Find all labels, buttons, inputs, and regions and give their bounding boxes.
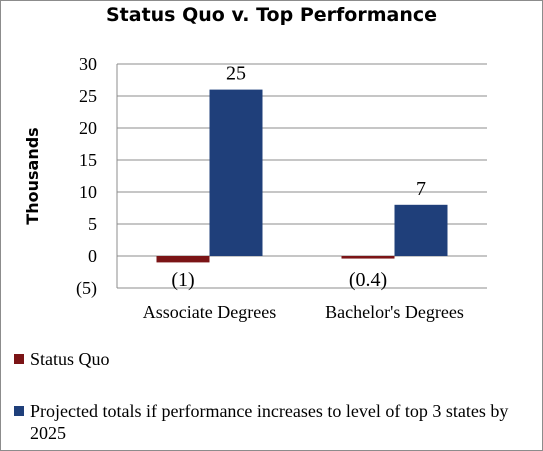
- data-label: (0.4): [349, 269, 387, 291]
- bar-projected-1: [209, 89, 263, 256]
- y-tick-label: 25: [79, 86, 97, 106]
- y-tick-label: 5: [88, 214, 97, 234]
- legend-label-status-quo: Status Quo: [30, 349, 110, 369]
- y-tick-label: 20: [79, 118, 97, 138]
- label-layer: (1) 25 (0.4) 7: [171, 63, 426, 291]
- y-tick-label: (5): [76, 278, 97, 299]
- bar-status-quo-2: [341, 256, 395, 259]
- data-label: (1): [171, 269, 194, 291]
- data-label: 7: [416, 178, 426, 200]
- x-category-label: Associate Degrees: [143, 302, 276, 322]
- legend-label-projected: Projected totals if performance increase…: [30, 401, 509, 443]
- legend-item-projected: Projected totals if performance increase…: [14, 400, 529, 444]
- axis-layer: 30 25 20 15 10 5 0 (5) Thousands Associate Degree…: [23, 54, 487, 322]
- y-axis-title: Thousands: [23, 127, 42, 224]
- y-tick-label: 0: [88, 246, 97, 266]
- y-tick-label: 15: [79, 150, 97, 170]
- y-tick-label: 30: [79, 54, 97, 74]
- x-category-label: Bachelor's Degrees: [325, 302, 464, 322]
- data-label: 25: [226, 63, 246, 85]
- legend-item-status-quo: Status Quo: [14, 348, 524, 370]
- bar-projected-2: [394, 204, 448, 256]
- legend-swatch-status-quo: [14, 354, 24, 364]
- legend-swatch-projected: [14, 406, 24, 416]
- y-tick-label: 10: [79, 182, 97, 202]
- bar-layer: [156, 89, 448, 263]
- bar-status-quo-1: [156, 256, 210, 263]
- chart-title: Status Quo v. Top Performance: [105, 4, 437, 26]
